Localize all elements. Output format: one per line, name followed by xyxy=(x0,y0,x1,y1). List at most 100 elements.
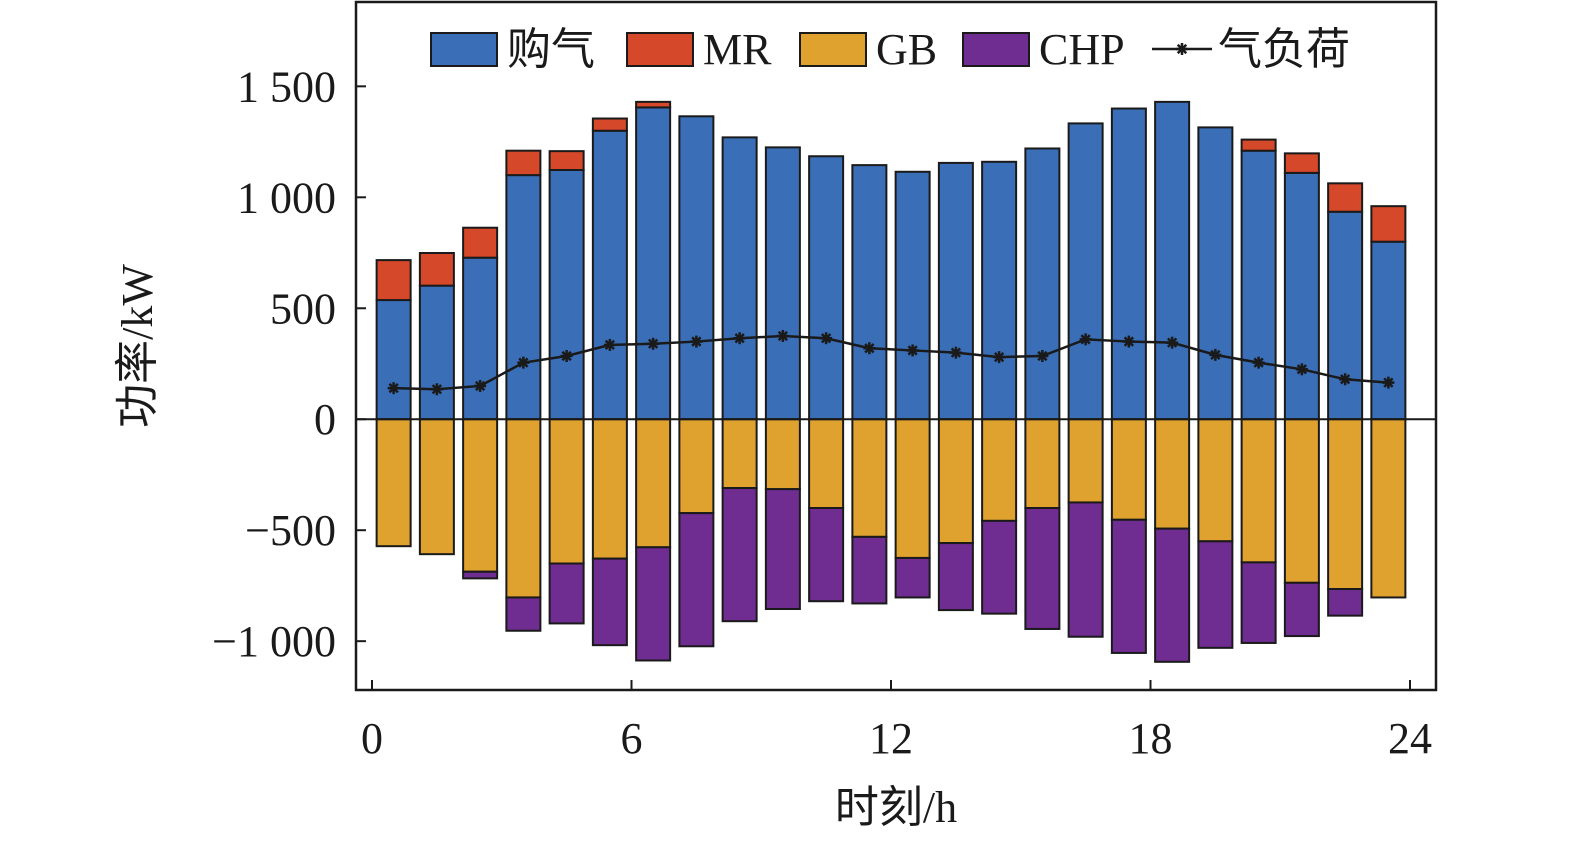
bar-mr-6 xyxy=(635,100,672,109)
bar-gas-purchase-5 xyxy=(591,129,628,421)
bar-mr-20 xyxy=(1240,138,1277,152)
bar-gb-19 xyxy=(1197,418,1234,543)
gas-load-point-12 xyxy=(906,344,919,357)
bar-chp-11 xyxy=(851,535,888,605)
gas-load-point-13 xyxy=(949,346,962,359)
bar-mr-3 xyxy=(505,149,542,177)
gas-load-point-20 xyxy=(1252,356,1265,369)
x-axis-title: 时刻/h xyxy=(835,783,957,832)
bar-gb-12 xyxy=(894,418,931,559)
gas-load-point-8 xyxy=(733,332,746,345)
x-tick-label-0: 0 xyxy=(361,714,383,763)
bar-gb-23 xyxy=(1370,418,1407,599)
y-tick-label-5: −1 000 xyxy=(212,617,336,666)
gas-load-point-23 xyxy=(1382,376,1395,389)
bar-gb-5 xyxy=(591,418,628,560)
bar-chp-10 xyxy=(808,507,845,603)
gas-load-point-19 xyxy=(1209,348,1222,361)
bar-chp-4 xyxy=(548,562,585,625)
gas-load-point-10 xyxy=(820,332,833,345)
bar-gb-22 xyxy=(1327,418,1364,591)
bar-chp-14 xyxy=(981,519,1018,615)
gas-load-point-18 xyxy=(1166,336,1179,349)
y-tick-label-0: 1 500 xyxy=(237,62,336,111)
bar-gas-purchase-0 xyxy=(375,299,412,421)
legend-chp-swatch xyxy=(962,32,1030,67)
legend-gb-swatch xyxy=(799,32,867,67)
bar-gb-1 xyxy=(418,418,455,556)
gas-load-line-layer xyxy=(387,330,1395,396)
bar-gas-purchase-15 xyxy=(1024,147,1061,421)
gas-load-point-0 xyxy=(387,382,400,395)
bar-gb-4 xyxy=(548,418,585,565)
bar-chp-18 xyxy=(1154,527,1191,663)
bar-gas-purchase-22 xyxy=(1327,210,1364,421)
bar-chp-5 xyxy=(591,557,628,647)
gas-load-point-3 xyxy=(517,356,530,369)
bars-layer xyxy=(375,100,1407,663)
bar-mr-4 xyxy=(548,150,585,172)
gas-load-point-9 xyxy=(776,330,789,343)
gas-load-point-21 xyxy=(1295,363,1308,376)
bar-gas-purchase-18 xyxy=(1154,100,1191,421)
bar-gas-purchase-10 xyxy=(808,155,845,421)
bar-gas-purchase-2 xyxy=(462,256,499,421)
bar-chp-12 xyxy=(894,556,931,599)
gas-load-point-6 xyxy=(647,337,660,350)
bar-mr-1 xyxy=(418,252,455,287)
gas-load-point-15 xyxy=(1036,349,1049,362)
y-axis: 1 500 1 000 500 0 −500 −1 000 xyxy=(212,62,366,666)
legend-gas-load-label: 气负荷 xyxy=(1218,25,1350,74)
bar-chp-19 xyxy=(1197,540,1234,649)
bar-gb-3 xyxy=(505,418,542,599)
bar-gas-purchase-20 xyxy=(1240,149,1277,421)
bar-gas-purchase-4 xyxy=(548,169,585,421)
gas-load-line xyxy=(393,334,1389,391)
bar-chp-6 xyxy=(635,546,672,662)
bar-mr-22 xyxy=(1327,182,1364,213)
gas-load-point-14 xyxy=(993,351,1006,364)
bar-gas-purchase-6 xyxy=(635,106,672,421)
y-tick-label-1: 1 000 xyxy=(237,173,336,222)
bar-gb-0 xyxy=(375,418,412,548)
bar-chp-13 xyxy=(937,542,974,612)
bar-gas-purchase-3 xyxy=(505,174,542,421)
bar-chp-16 xyxy=(1067,501,1104,638)
legend-gas-purchase-label: 购气 xyxy=(507,25,595,74)
bar-gb-10 xyxy=(808,418,845,510)
bar-gb-2 xyxy=(462,418,499,573)
legend: 购气 MR GB CHP 气负荷 xyxy=(430,25,1350,74)
x-tick-label-3: 18 xyxy=(1129,714,1173,763)
legend-mr-swatch xyxy=(626,32,694,67)
bar-chp-7 xyxy=(678,512,715,648)
bar-gb-8 xyxy=(721,418,758,490)
bar-gb-9 xyxy=(764,418,801,491)
bar-chp-3 xyxy=(505,596,542,632)
bar-gb-18 xyxy=(1154,418,1191,530)
bar-gb-13 xyxy=(937,418,974,545)
gas-load-point-7 xyxy=(690,335,703,348)
legend-gas-purchase-swatch xyxy=(430,32,498,67)
bar-gas-purchase-17 xyxy=(1110,107,1147,421)
bar-mr-21 xyxy=(1283,152,1320,174)
plot-frame xyxy=(354,0,1438,692)
x-tick-label-1: 6 xyxy=(621,714,643,763)
gas-load-point-11 xyxy=(863,342,876,355)
bar-chp-21 xyxy=(1283,581,1320,638)
bar-gb-16 xyxy=(1067,418,1104,504)
bar-gas-purchase-11 xyxy=(851,164,888,421)
bar-chp-22 xyxy=(1327,588,1364,617)
bar-gb-20 xyxy=(1240,418,1277,564)
bar-gas-purchase-16 xyxy=(1067,122,1104,421)
legend-gas-load-marker xyxy=(1176,43,1188,55)
bar-gas-purchase-13 xyxy=(937,161,974,421)
bar-gas-purchase-9 xyxy=(764,146,801,421)
bar-gas-purchase-12 xyxy=(894,170,931,421)
bar-chp-15 xyxy=(1024,507,1061,630)
gas-load-point-22 xyxy=(1339,373,1352,386)
legend-mr-label: MR xyxy=(703,25,772,74)
bar-gb-14 xyxy=(981,418,1018,522)
bar-gb-15 xyxy=(1024,418,1061,510)
bar-chp-17 xyxy=(1110,518,1147,654)
